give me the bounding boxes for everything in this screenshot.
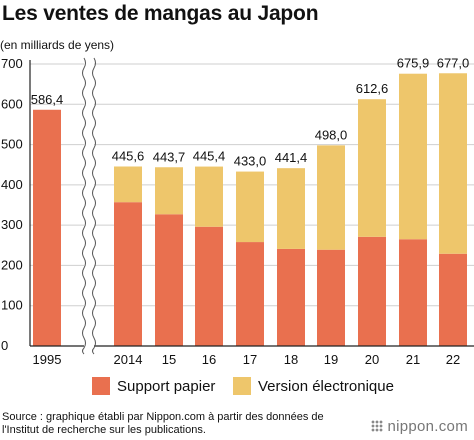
data-label-total: 498,0 <box>315 127 348 142</box>
logo-dots-icon <box>371 420 384 432</box>
bar-digital <box>277 168 305 249</box>
x-tick-label: 18 <box>284 352 298 367</box>
y-tick-label: 0 <box>1 338 8 353</box>
axis-break-line <box>82 57 86 355</box>
y-tick-label: 600 <box>1 96 23 111</box>
y-tick-label: 200 <box>1 257 23 272</box>
legend-swatch-paper <box>92 377 110 395</box>
bar-paper <box>439 253 467 346</box>
y-tick-label: 500 <box>1 137 23 152</box>
bar-paper <box>358 236 386 346</box>
unit-label: (en milliards de yens) <box>0 38 115 52</box>
bar-digital <box>155 167 183 215</box>
x-tick-label: 19 <box>324 352 338 367</box>
bar-digital <box>399 73 427 240</box>
x-tick-label: 17 <box>243 352 257 367</box>
data-label-total: 445,6 <box>112 148 145 163</box>
bar-digital <box>317 145 345 250</box>
bar-digital <box>195 166 223 227</box>
y-tick-label: 300 <box>1 217 23 232</box>
bar-digital <box>358 99 386 237</box>
legend-label-digital: Version électronique <box>258 377 394 395</box>
publisher-logo: nippon.com <box>371 418 468 435</box>
data-label-total: 441,4 <box>275 150 308 165</box>
data-label-total: 677,0 <box>437 55 470 70</box>
data-label-total: 586,4 <box>31 92 64 107</box>
data-label-total: 675,9 <box>397 56 430 71</box>
logo-text: nippon.com <box>387 418 468 435</box>
x-tick-label: 2014 <box>114 352 143 367</box>
bar-paper <box>114 202 142 346</box>
x-tick-label: 22 <box>446 352 460 367</box>
x-tick-label: 21 <box>406 352 420 367</box>
bar-paper <box>277 248 305 346</box>
bar-paper <box>33 109 61 346</box>
legend-item-digital: Version électronique <box>233 377 394 395</box>
x-tick-label: 20 <box>365 352 379 367</box>
axis-break-gap <box>84 58 94 354</box>
legend-label-paper: Support papier <box>117 377 216 395</box>
data-label-total: 443,7 <box>153 149 186 164</box>
chart-title: Les ventes de mangas au Japon <box>2 2 319 25</box>
data-label-total: 445,4 <box>193 149 226 164</box>
bar-digital <box>236 171 264 243</box>
source-note: Source : graphique établi par Nippon.com… <box>2 411 324 436</box>
y-tick-label: 400 <box>1 177 23 192</box>
data-label-total: 612,6 <box>356 81 389 96</box>
y-tick-label: 700 <box>1 56 23 71</box>
legend: Support papier Version électronique <box>0 377 474 399</box>
chart-canvas: 0 100 200 300 400 500 600 700 586,4 1995 445,6 2014… <box>1 55 474 367</box>
legend-swatch-digital <box>233 377 251 395</box>
bar-paper <box>236 242 264 346</box>
x-tick-label: 16 <box>202 352 216 367</box>
bar-digital <box>114 166 142 203</box>
bar-paper <box>195 226 223 346</box>
axis-break-line <box>92 57 96 355</box>
y-tick-label: 100 <box>1 298 23 313</box>
x-tick-label: 15 <box>162 352 176 367</box>
bar-paper <box>317 249 345 346</box>
bar-digital <box>439 73 467 254</box>
bar-paper <box>399 239 427 346</box>
bar-paper <box>155 214 183 346</box>
legend-item-paper: Support papier <box>92 377 215 395</box>
data-label-total: 433,0 <box>234 154 267 169</box>
x-tick-label: 1995 <box>33 352 62 367</box>
